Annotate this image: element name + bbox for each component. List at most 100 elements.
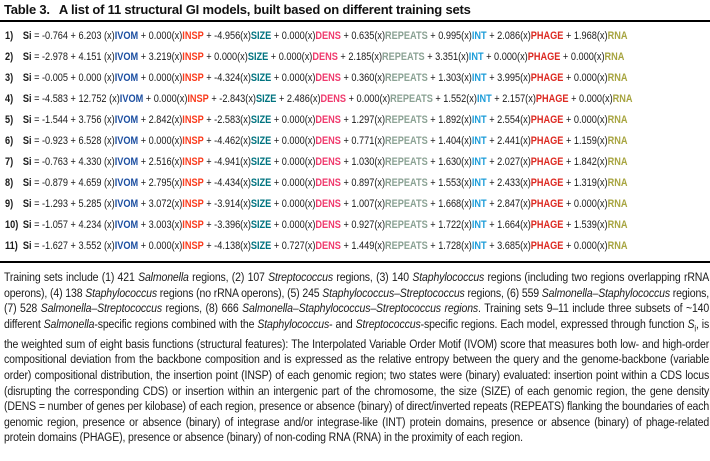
term-phage: PHAGE [535, 93, 569, 105]
coefficient-repeats: + 0.360(x) [340, 72, 386, 84]
term-insp: INSP [182, 30, 204, 42]
term-int: INT [468, 51, 484, 63]
term-size: SIZE [250, 135, 272, 147]
coefficient-rna: + 1.319(x) [563, 177, 608, 189]
species-name: Streptococcus [268, 270, 334, 284]
coefficient-int: + 1.553(x) [427, 177, 472, 189]
term-dens: DENS [315, 135, 341, 147]
term-size: SIZE [250, 219, 272, 231]
term-size: SIZE [250, 30, 272, 42]
model-row: 10) Si = -1.057 + 4.234 (x)IVOM + 3.003(x… [5, 215, 627, 236]
term-phage: PHAGE [527, 51, 561, 63]
coefficient-rna: + 0.000(x) [568, 93, 613, 105]
caption-text: regions, (6) 559 [464, 285, 542, 300]
coefficient-phage: + 0.000(x) [483, 51, 528, 63]
term-rna: RNA [607, 156, 628, 168]
model-number: 10) [5, 219, 19, 231]
coefficient-rna: + 0.000(x) [563, 72, 608, 84]
term-rna: RNA [604, 51, 625, 63]
term-rna: RNA [607, 30, 628, 42]
term-phage: PHAGE [530, 72, 564, 84]
term-ivom: IVOM [114, 177, 139, 189]
term-size: SIZE [247, 51, 269, 63]
caption-text: -specific regions. Each model, expressed… [420, 316, 688, 331]
term-rna: RNA [607, 240, 628, 252]
coefficient-insp: + 2.516(x) [138, 156, 183, 168]
coefficient-insp: + 3.003(x) [138, 219, 183, 231]
term-int: INT [476, 93, 492, 105]
term-size: SIZE [250, 177, 272, 189]
coefficient-repeats: + 1.297(x) [340, 114, 386, 126]
table-caption: Training sets include (1) 421 Salmonella… [4, 270, 709, 446]
model-row: 11) Si = -1.627 + 3.552 (x)IVOM + 0.000(x… [5, 236, 627, 257]
coefficient-ivom: = -1.544 + 3.756 (x) [31, 114, 115, 126]
term-insp: INSP [182, 156, 204, 168]
function-symbol: Si [687, 316, 696, 334]
coefficient-ivom: = -4.583 + 12.752 (x) [31, 93, 120, 105]
species-name: Streptococcus [355, 316, 421, 331]
coefficient-phage: + 2.847(x) [486, 198, 531, 210]
term-ivom: IVOM [114, 135, 139, 147]
species-name: Staphylococcus–Streptococcus [322, 285, 465, 300]
coefficient-insp: + 3.072(x) [138, 198, 183, 210]
coefficient-rna: + 1.968(x) [563, 30, 608, 42]
term-ivom: IVOM [114, 30, 139, 42]
models-list: 1) Si = -0.764 + 6.203 (x)IVOM + 0.000(x)… [5, 26, 710, 257]
species-name: Salmonella–Streptococcus [40, 301, 163, 316]
term-dens: DENS [315, 30, 341, 42]
term-rna: RNA [607, 219, 628, 231]
term-ivom: IVOM [114, 72, 139, 84]
term-dens: DENS [315, 177, 341, 189]
coefficient-size: + -3.914(x) [203, 198, 251, 210]
term-size: SIZE [250, 198, 272, 210]
term-size: SIZE [250, 72, 272, 84]
si-label: Si [22, 156, 32, 168]
header-rule [0, 20, 710, 22]
coefficient-repeats: + 0.927(x) [340, 219, 386, 231]
coefficient-phage: + 1.664(x) [486, 219, 531, 231]
coefficient-insp: + 3.219(x) [138, 51, 183, 63]
term-size: SIZE [250, 156, 272, 168]
coefficient-int: + 1.728(x) [427, 240, 472, 252]
term-dens: DENS [315, 72, 341, 84]
term-rna: RNA [612, 93, 633, 105]
term-int: INT [471, 114, 487, 126]
coefficient-repeats: + 1.030(x) [340, 156, 386, 168]
coefficient-phage: + 2.157(x) [491, 93, 536, 105]
coefficient-int: + 1.722(x) [427, 219, 472, 231]
si-label: Si [22, 135, 32, 147]
model-row: 4) Si = -4.583 + 12.752 (x)IVOM + 0.000(x… [5, 89, 633, 110]
term-repeats: REPEATS [385, 219, 428, 231]
si-label: Si [22, 51, 32, 63]
term-insp: INSP [182, 72, 204, 84]
coefficient-rna: + 0.000(x) [560, 51, 605, 63]
si-label: Si [22, 72, 32, 84]
term-ivom: IVOM [114, 156, 139, 168]
term-ivom: IVOM [114, 240, 139, 252]
model-number: 6) [5, 135, 14, 147]
coefficient-dens: + 0.000(x) [271, 177, 316, 189]
coefficient-int: + 3.351(x) [424, 51, 469, 63]
coefficient-repeats: + 1.449(x) [340, 240, 386, 252]
term-phage: PHAGE [530, 156, 564, 168]
coefficient-insp: + 0.000(x) [143, 93, 188, 105]
term-repeats: REPEATS [385, 135, 428, 147]
coefficient-repeats: + 0.000(x) [346, 93, 391, 105]
coefficient-ivom: = -1.627 + 3.552 (x) [31, 240, 115, 252]
coefficient-size: + -4.138(x) [203, 240, 251, 252]
term-repeats: REPEATS [385, 156, 428, 168]
term-repeats: REPEATS [385, 240, 428, 252]
term-rna: RNA [607, 72, 628, 84]
table-title-text: A list of 11 structural GI models, built… [58, 2, 471, 17]
caption-text: . Training sets 9–11 include three subse… [4, 301, 710, 331]
coefficient-rna: + 0.000(x) [563, 114, 608, 126]
model-number: 11) [5, 240, 18, 252]
model-number: 8) [5, 177, 14, 189]
coefficient-size: + 0.000(x) [203, 51, 248, 63]
coefficient-repeats: + 1.007(x) [340, 198, 386, 210]
si-label: Si [22, 30, 32, 42]
model-number: 2) [5, 51, 14, 63]
coefficient-dens: + 0.000(x) [271, 72, 316, 84]
caption-text: regions, (7) 528 [4, 285, 710, 316]
